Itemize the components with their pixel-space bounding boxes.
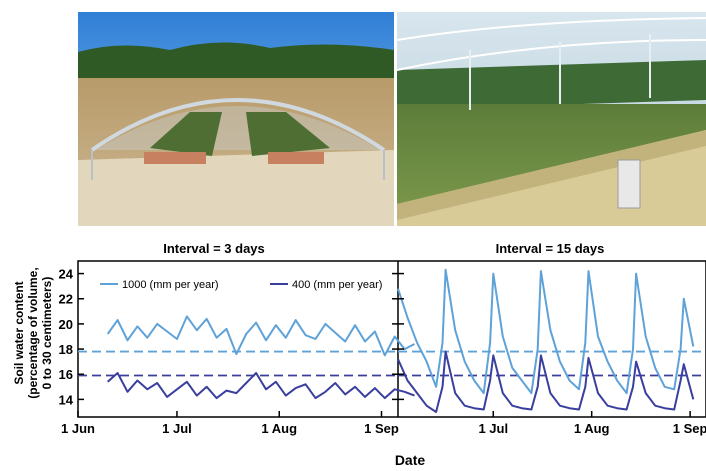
- y-tick-label: 20: [59, 317, 73, 332]
- y-axis-label: Soil water content (percentage of volume…: [12, 267, 54, 398]
- plot-frame: [77, 260, 706, 418]
- y-axis-label-line-1: Soil water content: [12, 281, 26, 384]
- panel-title-3-days: Interval = 3 days: [163, 241, 265, 256]
- y-tick-label: 24: [59, 267, 74, 282]
- panel-title-15-days: Interval = 15 days: [496, 241, 605, 256]
- x-axis-label: Date: [395, 452, 426, 468]
- greenhouse-photo-right: [396, 12, 706, 226]
- y-tick-label: 16: [59, 367, 73, 382]
- chart-area: Interval = 3 days Interval = 15 days Soi…: [12, 241, 706, 468]
- x-tick-label: 1 Sep: [673, 421, 706, 436]
- series-line-1000: [397, 268, 695, 395]
- series-line-400: [397, 350, 695, 413]
- legend: 1000 (mm per year) 400 (mm per year): [100, 279, 382, 291]
- x-tick-label: 1 Jul: [478, 421, 508, 436]
- series-line-400: [107, 372, 415, 400]
- y-axis-label-line-3: 0 to 30 centimeters): [40, 277, 54, 390]
- legend-label-1000: 1000 (mm per year): [122, 279, 219, 291]
- y-tick-label: 14: [59, 392, 74, 407]
- greenhouse-photo-left: [78, 12, 394, 226]
- y-tick-label: 18: [59, 342, 73, 357]
- y-tick-label: 22: [59, 292, 73, 307]
- x-tick-label: 1 Sep: [364, 421, 399, 436]
- x-tick-label: 1 Jul: [162, 421, 192, 436]
- x-tick-label: 1 Aug: [261, 421, 297, 436]
- x-tick-label: 1 Jun: [61, 421, 95, 436]
- y-axis-label-line-2: (percentage of volume,: [26, 267, 40, 398]
- x-tick-label: 1 Aug: [574, 421, 610, 436]
- legend-label-400: 400 (mm per year): [292, 279, 382, 291]
- series-line-1000: [106, 315, 415, 357]
